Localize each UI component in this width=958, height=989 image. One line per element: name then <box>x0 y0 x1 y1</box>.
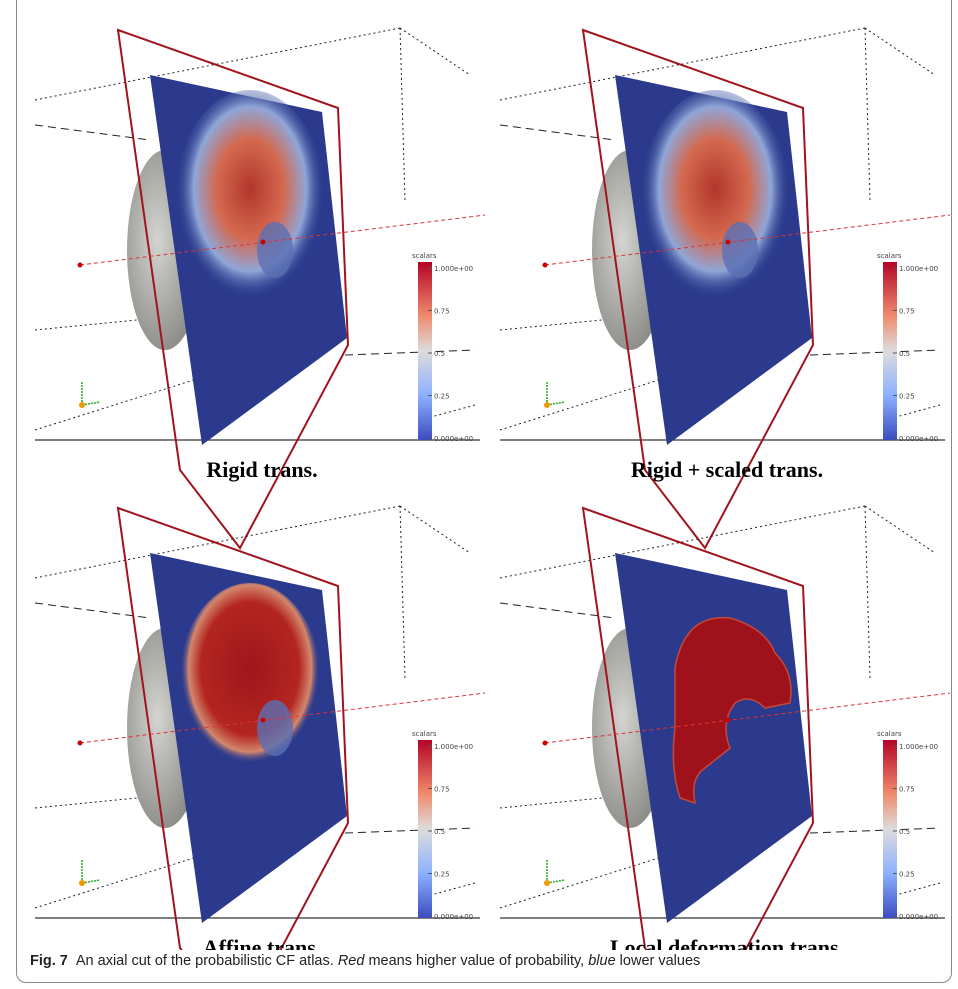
probability-notch <box>257 222 293 278</box>
colorbar-tick-label: 0.5 <box>434 350 445 358</box>
orientation-axes <box>547 860 565 883</box>
panel: scalars 1.000e+00 0.75 0.5 0.25 0.000e+00 Rigi… <box>500 28 950 548</box>
probability-region <box>175 90 325 310</box>
colorbar-tick-label: 0.000e+00 <box>434 913 473 921</box>
axis-point <box>543 741 548 746</box>
colorbar-title: scalars <box>412 730 437 738</box>
figure: scalars 1.000e+00 0.75 0.5 0.25 0.000e+00 Rigi… <box>0 0 958 989</box>
colorbar-tick-label: 0.75 <box>899 308 915 316</box>
axis-point <box>78 263 83 268</box>
colorbar-tick-label: 0.5 <box>434 828 445 836</box>
caption-text: An axial cut of the probabilistic CF atl… <box>76 953 338 969</box>
panels: scalars 1.000e+00 0.75 0.5 0.25 0.000e+00 Rigi… <box>0 0 958 950</box>
caption-text: Red <box>338 953 365 969</box>
colorbar-tick-label: 0.5 <box>899 828 910 836</box>
colorbar-tick-label: 0.000e+00 <box>899 435 938 443</box>
colorbar-tick-label: 0.25 <box>899 393 915 401</box>
colorbar-tick-label: 0.75 <box>434 786 450 794</box>
colorbar-tick-label: 0.25 <box>899 871 915 879</box>
axis-point <box>261 240 266 245</box>
colorbar-tick-label: 0.5 <box>899 350 910 358</box>
panel-label: Affine trans. <box>203 935 322 950</box>
colorbar-tick-label: 1.000e+00 <box>899 743 938 751</box>
axis-point <box>726 240 731 245</box>
probability-notch <box>722 222 758 278</box>
caption-text: blue <box>588 953 615 969</box>
probability-notch <box>257 700 293 756</box>
axis-point <box>543 263 548 268</box>
caption-label: Fig. 7 <box>30 953 68 969</box>
colorbar-title: scalars <box>877 252 902 260</box>
orientation-axes <box>82 860 100 883</box>
colorbar-tick-label: 0.75 <box>434 308 450 316</box>
colorbar-title: scalars <box>877 730 902 738</box>
colorbar-tick-label: 0.25 <box>434 393 450 401</box>
orientation-origin <box>79 880 85 886</box>
colorbar-tick-label: 0.000e+00 <box>899 913 938 921</box>
colorbar <box>883 262 897 440</box>
colorbar-tick-label: 1.000e+00 <box>899 265 938 273</box>
panel-label: Rigid trans. <box>206 457 317 482</box>
colorbar-tick-label: 0.25 <box>434 871 450 879</box>
panel: scalars 1.000e+00 0.75 0.5 0.25 0.000e+00 Loca… <box>500 506 950 950</box>
panel-label: Local deformation trans. <box>610 935 844 950</box>
orientation-origin <box>544 880 550 886</box>
panel: scalars 1.000e+00 0.75 0.5 0.25 0.000e+00 Rigi… <box>35 28 485 548</box>
probability-region <box>180 583 320 773</box>
caption-text: means higher value of probability, <box>364 953 588 969</box>
axis-point <box>78 741 83 746</box>
colorbar <box>418 740 432 918</box>
colorbar <box>418 262 432 440</box>
probability-region <box>640 90 790 310</box>
figure-caption: Fig. 7 An axial cut of the probabilistic … <box>30 953 700 969</box>
axis-point <box>726 718 731 723</box>
colorbar-tick-label: 0.000e+00 <box>434 435 473 443</box>
caption-text: lower values <box>616 953 701 969</box>
colorbar-tick-label: 1.000e+00 <box>434 265 473 273</box>
panel-label: Rigid + scaled trans. <box>631 457 823 482</box>
orientation-origin <box>544 402 550 408</box>
axis-point <box>261 718 266 723</box>
colorbar-title: scalars <box>412 252 437 260</box>
orientation-axes <box>82 382 100 405</box>
colorbar-tick-label: 0.75 <box>899 786 915 794</box>
orientation-origin <box>79 402 85 408</box>
colorbar <box>883 740 897 918</box>
colorbar-tick-label: 1.000e+00 <box>434 743 473 751</box>
panel: scalars 1.000e+00 0.75 0.5 0.25 0.000e+00 Affi… <box>35 506 485 950</box>
orientation-axes <box>547 382 565 405</box>
